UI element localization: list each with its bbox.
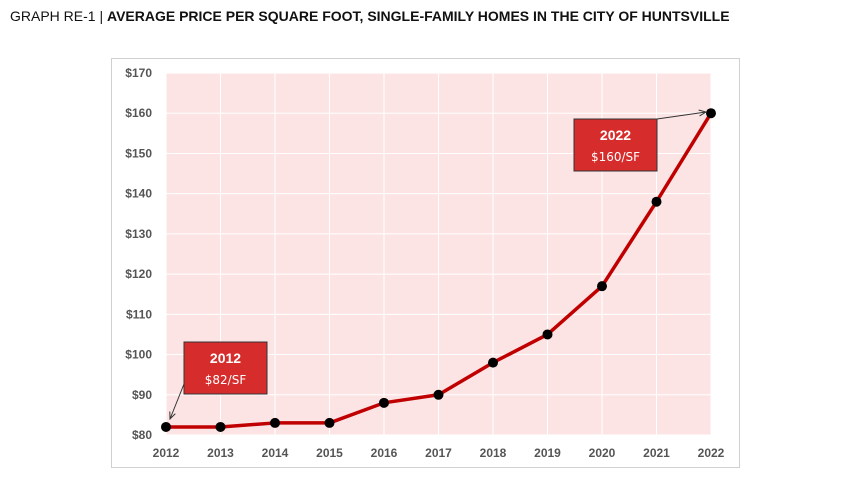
data-point [597,281,607,292]
data-point [270,417,280,428]
callout-box [573,118,658,172]
y-tick-label: $80 [132,428,152,442]
y-tick-label: $150 [125,146,152,160]
data-point [488,357,498,368]
data-point [542,329,553,340]
chart-title: GRAPH RE-1 | AVERAGE PRICE PER SQUARE FO… [10,8,730,24]
callout-arrow [656,112,706,120]
data-point [161,421,171,432]
y-tick-label: $170 [125,66,152,80]
x-tick-label: 2021 [643,446,670,460]
y-tick-label: $110 [126,307,152,321]
x-tick-label: 2016 [371,446,398,460]
data-point [433,389,444,400]
chart-title-text: AVERAGE PRICE PER SQUARE FOOT, SINGLE-FA… [107,8,730,24]
data-point [651,196,662,207]
data-point [379,397,389,408]
x-tick-label: 2018 [480,446,507,460]
x-tick-label: 2014 [262,446,289,460]
callout-value: $160/SF [591,150,640,164]
y-tick-label: $90 [132,388,152,402]
graph-label: GRAPH RE-1 | [10,8,107,24]
x-tick-label: 2017 [425,446,452,460]
x-tick-label: 2020 [589,446,616,460]
x-tick-label: 2013 [207,446,234,460]
x-tick-label: 2012 [153,446,180,460]
y-tick-label: $140 [125,187,152,201]
callout-2022: 2022 $160/SF [573,112,706,172]
y-tick-label: $120 [125,267,152,281]
x-tick-label: 2022 [698,446,725,460]
y-tick-label: $160 [125,106,152,120]
callout-value: $82/SF [205,373,247,387]
callouts: 2012 $82/SF 2022 $160/SF [170,112,706,419]
y-tick-label: $130 [125,227,152,241]
callout-2012: 2012 $82/SF [170,341,268,419]
callout-year: 2022 [600,127,631,143]
callout-arrow [170,383,185,419]
y-tick-label: $100 [125,348,152,362]
data-point [215,421,226,432]
x-tick-label: 2015 [316,446,343,460]
x-axis-ticks: 2012 2013 2014 2015 2016 2017 2018 2019 2020 2021… [153,446,725,460]
callout-year: 2012 [210,350,241,366]
y-axis-ticks: $80 $90 $100 $110 $120 $130 $140 $150 $160 $170 [125,66,152,442]
x-tick-label: 2019 [534,446,561,460]
data-point [706,108,716,119]
callout-box [183,341,268,395]
data-point [324,417,335,428]
data-points [161,108,716,432]
